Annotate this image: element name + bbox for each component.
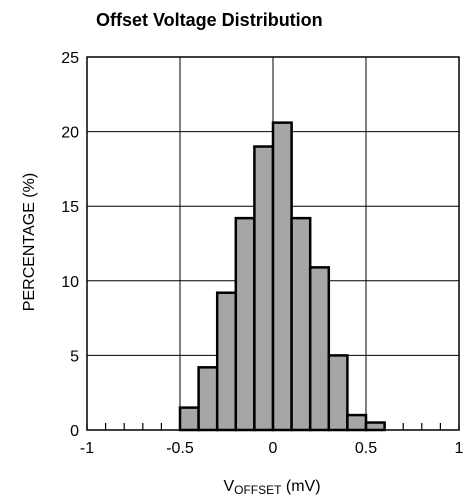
histogram-bar (364, 421, 386, 432)
histogram-bar (234, 216, 256, 432)
x-axis-label-main: V (223, 478, 234, 495)
histogram-bar (308, 266, 331, 432)
y-axis-label: PERCENTAGE (%) (21, 173, 38, 311)
ticks-layer (86, 423, 460, 430)
x-tick-label: -1 (80, 440, 94, 457)
x-tick-label: 0.5 (355, 440, 377, 457)
bars-layer (178, 121, 386, 432)
histogram-bar (346, 413, 368, 432)
histogram-bar (327, 354, 349, 432)
y-tick-label: 5 (70, 348, 79, 365)
y-tick-label: 0 (70, 423, 79, 440)
histogram-bar (253, 145, 275, 432)
histogram-bar (271, 121, 293, 432)
x-axis-label-unit: (mV) (281, 478, 320, 495)
labels-layer: 0 5 10 15 20 25 -1 -0.5 0 0.5 1 (61, 50, 463, 457)
y-tick-label: 20 (61, 125, 79, 142)
histogram-bar (178, 406, 200, 432)
chart-title: Offset Voltage Distribution (96, 10, 323, 30)
x-axis-label: VOFFSET (mV) (223, 478, 320, 497)
x-axis-label-subscript: OFFSET (234, 483, 282, 497)
x-tick-label: 0 (269, 440, 278, 457)
x-tick-label: 1 (455, 440, 463, 457)
y-tick-label: 10 (61, 274, 79, 291)
histogram-bar (290, 216, 312, 432)
x-tick-label: -0.5 (166, 440, 194, 457)
y-tick-label: 25 (61, 50, 79, 67)
histogram-bar (215, 291, 238, 432)
y-tick-label: 15 (61, 199, 79, 216)
histogram-bar (197, 366, 219, 432)
